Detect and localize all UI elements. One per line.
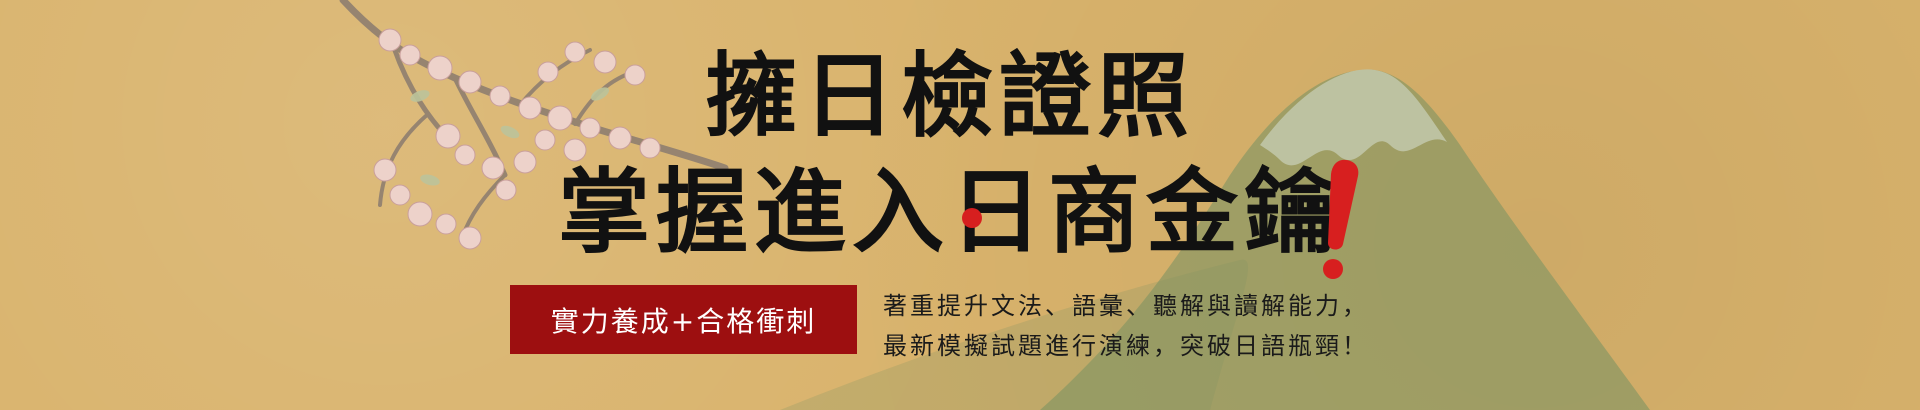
- tagline: 著重提升文法、語彙、聽解與讀解能力， 最新模擬試題進行演練，突破日語瓶頸！: [883, 286, 1443, 366]
- mount-fuji-icon: [780, 69, 1650, 410]
- headline-line-2: 掌握進入日商金鑰: [540, 159, 1360, 279]
- cherry-blossom-branch-icon: [339, 0, 729, 250]
- headline-line-1: 擁日檢證照: [704, 42, 1195, 150]
- exclamation-icon: [1323, 159, 1359, 279]
- badge-label: 實力養成+合格衝刺: [510, 285, 857, 354]
- rising-sun-circle-icon: [962, 208, 982, 228]
- headline: 擁日檢證照 掌握進入日商金鑰: [540, 42, 1360, 279]
- tagline-line-2: 最新模擬試題進行演練，突破日語瓶頸！: [883, 332, 1369, 360]
- tagline-line-1: 著重提升文法、語彙、聽解與讀解能力，: [883, 292, 1369, 320]
- headline-line-2-text: 掌握進入日商金鑰: [557, 158, 1342, 266]
